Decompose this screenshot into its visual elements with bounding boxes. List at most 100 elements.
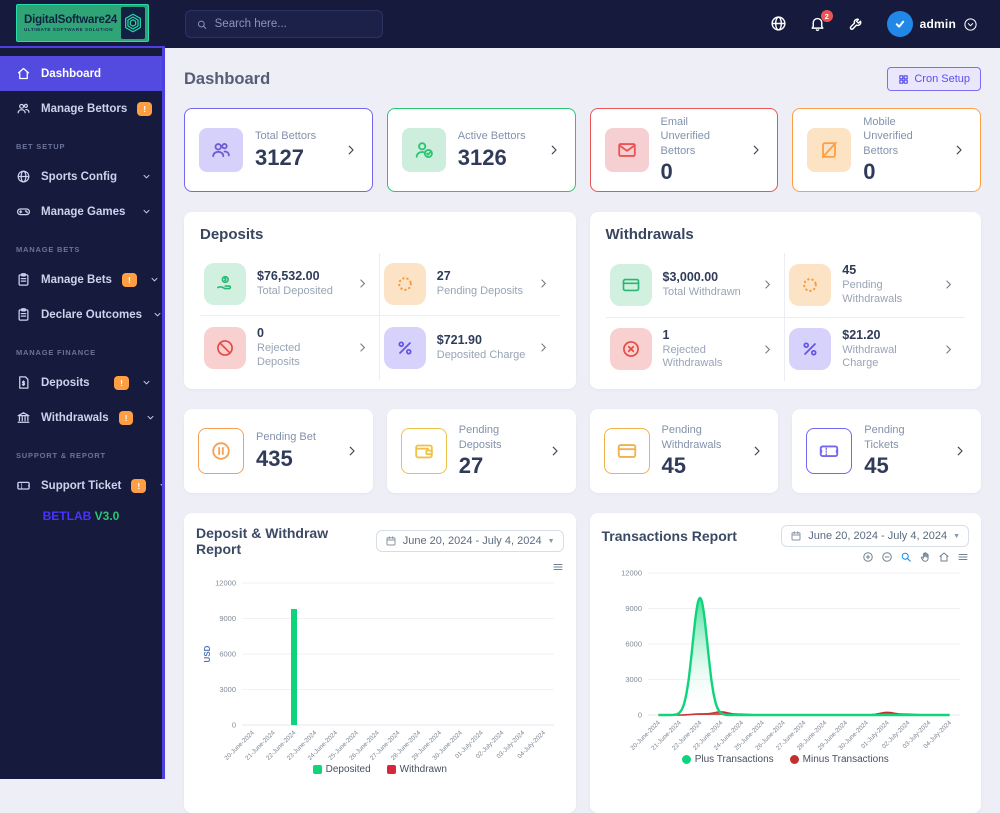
svg-text:3000: 3000 xyxy=(625,675,642,684)
chart-tool-home[interactable] xyxy=(938,548,950,566)
wallet-icon xyxy=(415,444,433,459)
chevron-down-icon xyxy=(148,415,154,420)
panel-title: Deposits xyxy=(200,226,264,243)
sidebar-item-manage-bets[interactable]: Manage Bets ! xyxy=(0,262,162,297)
date-range-value: June 20, 2024 - July 4, 2024 xyxy=(808,530,948,543)
svg-text:USD: USD xyxy=(203,645,212,662)
stat-value: 0 xyxy=(660,158,673,184)
user-check-icon xyxy=(415,142,433,158)
sidebar-item-withdrawals[interactable]: Withdrawals ! xyxy=(0,400,162,435)
sidebar-section-label: SUPPORT & REPORT xyxy=(16,451,106,460)
search-input[interactable] xyxy=(214,18,372,30)
file-dollar-icon xyxy=(19,376,29,389)
sidebar-item-deposits[interactable]: Deposits ! xyxy=(0,365,162,400)
spinner-icon xyxy=(397,277,412,291)
panel-item-label: Total Deposited xyxy=(257,285,333,298)
alert-badge: ! xyxy=(118,410,134,425)
panel-item-deposited-charge[interactable]: $721.90 Deposited Charge xyxy=(380,316,560,380)
user-menu[interactable]: admin xyxy=(886,11,978,37)
sidebar-item-manage-games[interactable]: Manage Games xyxy=(0,194,162,229)
svg-text:3000: 3000 xyxy=(219,685,236,694)
stat-label: Total Bettors xyxy=(255,130,317,143)
brand-logo[interactable]: DigitalSoftware24 ULTIMATE SOFTWARE SOLU… xyxy=(16,4,149,42)
sidebar-item-label: Deposits xyxy=(41,376,90,389)
clipboard-icon xyxy=(18,308,29,321)
svg-text:12000: 12000 xyxy=(621,569,642,578)
notifications-button[interactable]: 2 xyxy=(809,10,833,33)
chart-toolbar xyxy=(196,559,564,575)
chevron-right-icon xyxy=(349,446,355,456)
stat-card-mobile-unverified-bettors[interactable]: Mobile Unverified Bettors 0 xyxy=(792,108,981,192)
brand-subtitle: ULTIMATE SOFTWARE SOLUTION xyxy=(24,27,114,32)
legend-item-deposited[interactable]: Deposited xyxy=(312,764,371,775)
stat-card-active-bettors[interactable]: Active Bettors 3126 xyxy=(386,108,576,192)
legend-item-plus-transactions[interactable]: Plus Transactions xyxy=(681,754,774,765)
chart-tool-selection-zoom[interactable] xyxy=(900,548,912,566)
panel-item-value: $21.20 xyxy=(842,327,881,342)
pending-card-pending-withdrawals[interactable]: Pending Withdrawals 45 xyxy=(589,409,779,493)
stat-label: Active Bettors xyxy=(457,130,526,143)
chart-title: Deposit & Withdraw Report xyxy=(196,525,329,557)
panel-item-rejected-deposits[interactable]: 0 Rejected Deposits xyxy=(200,316,380,380)
svg-text:9000: 9000 xyxy=(625,604,642,613)
pending-card-pending-tickets[interactable]: Pending Tickets 45 xyxy=(792,409,981,493)
sidebar-item-label: Manage Bets xyxy=(41,273,112,286)
settings-wrench-button[interactable] xyxy=(848,15,865,33)
chart-tool-menu[interactable] xyxy=(552,558,564,576)
svg-text:0: 0 xyxy=(637,711,641,720)
chart-plot: 03000600090001200020-June-202421-June-20… xyxy=(621,569,960,752)
chart-tool-zoom-out[interactable] xyxy=(881,548,893,566)
chevron-down-icon xyxy=(143,174,150,179)
chevron-right-icon xyxy=(360,279,365,288)
chart-tool-menu[interactable] xyxy=(957,548,969,566)
brand-title: DigitalSoftware24 xyxy=(24,14,118,26)
date-range-picker[interactable]: June 20, 2024 - July 4, 2024 ▼ xyxy=(781,525,969,548)
legend-item-withdrawn[interactable]: Withdrawn xyxy=(386,764,447,775)
chart-card-deposit-withdraw-report: Deposit & Withdraw Report June 20, 2024 … xyxy=(184,513,576,813)
chevron-right-icon xyxy=(540,279,546,288)
search-icon xyxy=(197,20,207,29)
svg-text:6000: 6000 xyxy=(625,640,642,649)
stat-card-total-bettors[interactable]: Total Bettors 3127 xyxy=(184,108,373,192)
chart-legend: Deposited Withdrawn xyxy=(196,764,564,775)
chevron-right-icon xyxy=(753,145,759,155)
chevron-right-icon xyxy=(957,446,963,456)
svg-text:6000: 6000 xyxy=(219,650,236,659)
pending-card-pending-deposits[interactable]: Pending Deposits 27 xyxy=(386,409,576,493)
panel-item-rejected-withdrawals[interactable]: 1 Rejected Withdrawals xyxy=(606,317,786,381)
search-box xyxy=(185,10,383,38)
stat-value: 3126 xyxy=(457,144,507,170)
sidebar-item-support-ticket[interactable]: Support Ticket ! xyxy=(0,468,162,503)
chart-tool-zoom-in[interactable] xyxy=(862,548,874,566)
chart-card-transactions-report: Transactions Report June 20, 2024 - July… xyxy=(589,513,981,813)
globe-icon xyxy=(17,170,30,183)
sidebar-item-manage-bettors[interactable]: Manage Bettors ! xyxy=(0,91,162,126)
stat-card-email-unverified-bettors[interactable]: Email Unverified Bettors 0 xyxy=(589,108,779,192)
panel-item-pending-withdrawals[interactable]: 45 Pending Withdrawals xyxy=(785,253,965,318)
language-globe-button[interactable] xyxy=(770,15,787,33)
chevron-right-icon xyxy=(540,343,546,352)
cron-setup-button[interactable]: Cron Setup xyxy=(887,67,981,91)
legend-item-minus-transactions[interactable]: Minus Transactions xyxy=(789,754,889,765)
ban-icon xyxy=(217,339,233,356)
pending-value: 45 xyxy=(864,452,889,478)
sidebar-item-declare-outcomes[interactable]: Declare Outcomes xyxy=(0,297,162,332)
pending-label: Pending Deposits xyxy=(458,424,502,451)
date-range-picker[interactable]: June 20, 2024 - July 4, 2024 ▼ xyxy=(375,529,564,553)
panel-item-withdrawal-charge[interactable]: $21.20 Withdrawal Charge xyxy=(785,318,965,382)
panel-item-pending-deposits[interactable]: 27 Pending Deposits xyxy=(379,253,560,316)
chevron-down-icon xyxy=(143,209,150,214)
date-range-value: June 20, 2024 - July 4, 2024 xyxy=(402,535,542,547)
users-group-icon xyxy=(17,103,30,114)
chart-tool-pan[interactable] xyxy=(919,548,931,566)
chevron-down-icon xyxy=(160,483,162,486)
pending-card-pending-bet[interactable]: Pending Bet 435 xyxy=(184,409,373,493)
top-navbar: DigitalSoftware24 ULTIMATE SOFTWARE SOLU… xyxy=(0,0,1000,48)
panel-item-value: 0 xyxy=(257,326,264,340)
panel-item-total-deposited[interactable]: $76,532.00 Total Deposited xyxy=(200,253,380,316)
sidebar-item-dashboard[interactable]: Dashboard xyxy=(0,56,162,91)
user-name: admin xyxy=(919,17,956,31)
panel-item-total-withdrawn[interactable]: $3,000.00 Total Withdrawn xyxy=(605,253,786,318)
sidebar-item-sports-config[interactable]: Sports Config xyxy=(0,159,162,194)
pending-label: Pending Bet xyxy=(256,431,316,444)
